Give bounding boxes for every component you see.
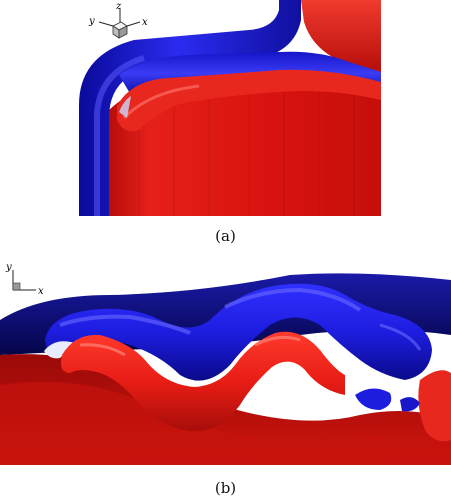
- red-wavy-tube: [61, 331, 345, 432]
- panel-a-image: [79, 0, 381, 216]
- panel-b-image: [0, 255, 451, 465]
- red-top-blob: [301, 0, 381, 70]
- axis-label-y: y: [88, 16, 95, 27]
- panel-b-axis-triad: y x: [5, 262, 44, 297]
- axis-label-x-b: x: [38, 286, 44, 297]
- red-right-blob: [418, 370, 451, 442]
- caption-a: (a): [215, 227, 236, 245]
- red-curl: [117, 69, 381, 132]
- caption-b: (b): [214, 479, 237, 497]
- panel-b-surfaces: [0, 273, 451, 465]
- axis-label-y-b: y: [5, 262, 12, 273]
- axis-label-z: z: [115, 1, 122, 12]
- axis-label-x: x: [142, 17, 148, 28]
- panel-a-axis-triad: z x y: [88, 1, 148, 39]
- panel-a-surfaces: [79, 0, 381, 216]
- blue-wavy-tube: [45, 283, 432, 381]
